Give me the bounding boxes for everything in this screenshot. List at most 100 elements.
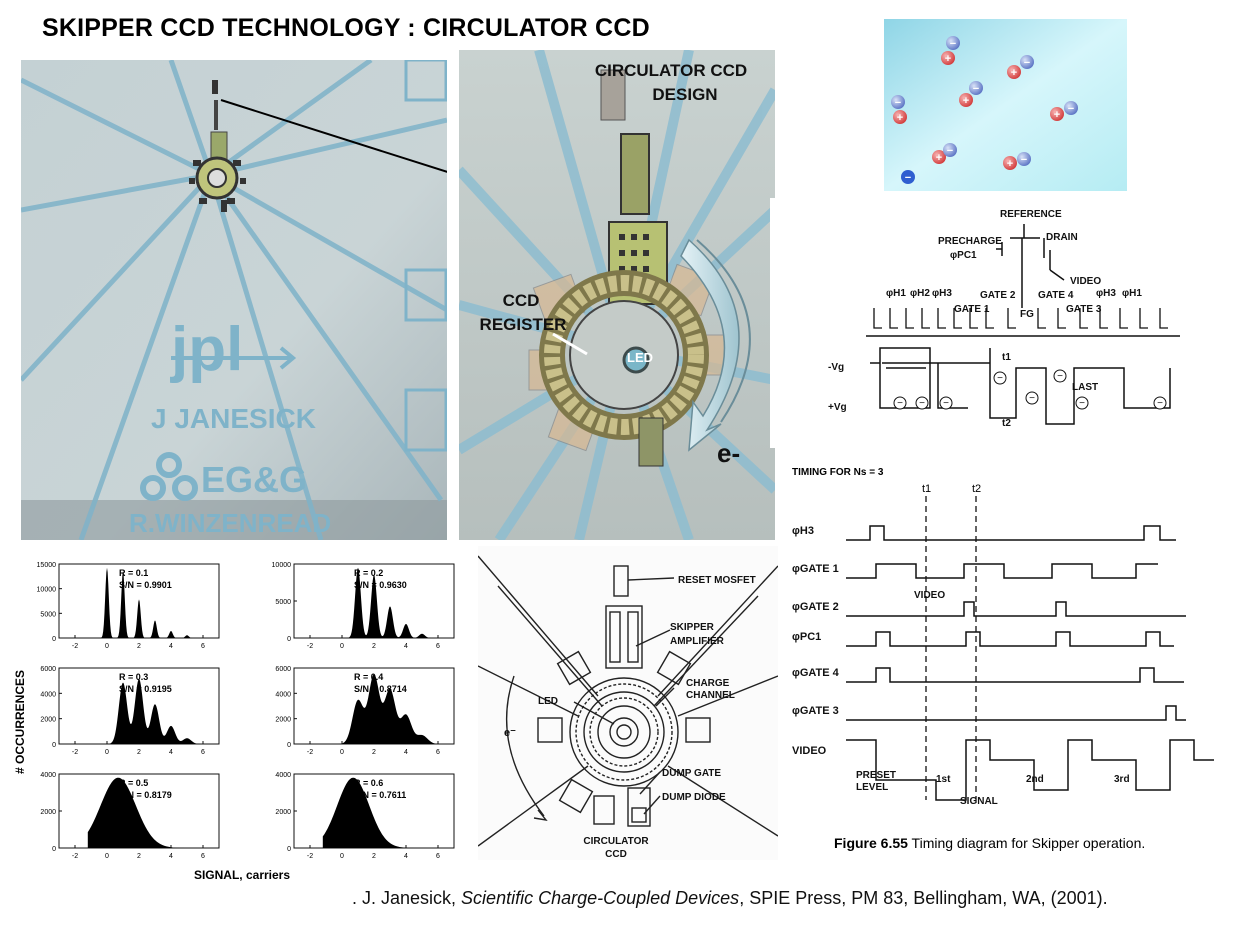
charges-illustration: + − + − + − + − + − + − + − − <box>884 19 1127 191</box>
ccd-register-label-2: REGISTER <box>480 315 567 334</box>
t2-label: t2 <box>1002 418 1011 429</box>
x-tick-label: -2 <box>307 643 313 650</box>
histogram-2: -2 0 2 4 6 10000 5000 0 R = 0.2 S/N = 0.9630 <box>272 562 455 650</box>
timing-waveform <box>846 601 1186 617</box>
x-tick-label: 0 <box>105 749 109 756</box>
gate2-label: GATE 2 <box>980 290 1016 301</box>
svg-text:+: + <box>936 152 942 164</box>
histogram-4: -2 0 2 4 6 6000 4000 2000 0 R = 0.4 S/N = 0.8714 <box>275 666 455 756</box>
y-tick-label: 0 <box>287 742 291 749</box>
histogram-sn-value: S/N = 0.8179 <box>119 790 172 800</box>
y-tick-label: 2000 <box>275 809 291 816</box>
t1-label: t1 <box>1002 352 1011 363</box>
sample-2-label: 2nd <box>1026 774 1044 785</box>
svg-text:−: − <box>950 38 956 50</box>
charge-channel-label-1: CHARGE <box>686 678 730 689</box>
company-name: EG&G <box>201 459 307 500</box>
last-label: LAST <box>1072 382 1098 393</box>
slide-title: SKIPPER CCD TECHNOLOGY : CIRCULATOR CCD <box>42 14 650 42</box>
svg-text:+: + <box>1054 109 1060 121</box>
x-tick-label: 6 <box>436 643 440 650</box>
figure-caption: Figure 6.55 Timing diagram for Skipper o… <box>834 835 1145 851</box>
x-tick-label: 2 <box>372 749 376 756</box>
timing-diagram: TIMING FOR Ns = 3 t1 t2 φH3 φGATE 1 φGATE … <box>786 460 1214 860</box>
x-tick-label: 0 <box>340 749 344 756</box>
led-label: LED <box>627 350 653 365</box>
precharge-label: PRECHARGE <box>938 236 1002 247</box>
svg-text:−: − <box>947 145 953 157</box>
phase-h3-label: φH3 <box>932 288 952 299</box>
x-tick-label: 6 <box>201 853 205 860</box>
x-tick-label: -2 <box>72 643 78 650</box>
timing-waveform <box>846 631 1174 647</box>
histogram-r-value: R = 0.3 <box>119 672 148 682</box>
timing-signal-label: φGATE 4 <box>792 667 840 679</box>
preset-label-1: PRESET <box>856 770 896 781</box>
y-tick-label: 4000 <box>40 772 56 779</box>
svg-text:+: + <box>897 112 903 124</box>
x-tick-label: 0 <box>105 853 109 860</box>
histogram-r-value: R = 0.2 <box>354 568 383 578</box>
circulator-photo: CIRCULATOR CCD DESIGN CCD REGISTER LED e… <box>459 50 775 540</box>
timing-waveform <box>846 705 1186 721</box>
citation-book: Scientific Charge-Coupled Devices <box>461 888 740 908</box>
timing-signal-label: φGATE 3 <box>792 705 839 717</box>
x-tick-label: 0 <box>340 643 344 650</box>
citation-suffix: , SPIE Press, PM 83, Bellingham, WA, (20… <box>739 888 1108 908</box>
circulator-ccd-label-2: CCD <box>605 849 627 860</box>
reset-mosfet-label: RESET MOSFET <box>678 575 756 586</box>
svg-text:−: − <box>1068 103 1074 115</box>
histogram-3: -2 0 2 4 6 6000 4000 2000 0 R = 0.3 S/N = 0.9195 <box>40 666 220 756</box>
skipper-label-1: SKIPPER <box>670 622 715 633</box>
svg-text:−: − <box>895 97 901 109</box>
reference-label: REFERENCE <box>1000 209 1062 220</box>
circulator-layout-drawing: RESET MOSFET SKIPPER AMPLIFIER CHARGE CH… <box>478 546 778 860</box>
x-tick-label: 0 <box>340 853 344 860</box>
skipper-label-2: AMPLIFIER <box>670 636 725 647</box>
histogram-r-value: R = 0.1 <box>119 568 148 578</box>
y-tick-label: 10000 <box>272 562 292 569</box>
phase-h2-label: φH2 <box>910 288 930 299</box>
y-tick-label: 0 <box>287 636 291 643</box>
x-tick-label: -2 <box>307 853 313 860</box>
y-tick-label: 2000 <box>275 717 291 724</box>
timing-signal-label: VIDEO <box>792 745 827 757</box>
x-tick-label: 2 <box>137 643 141 650</box>
gate3-label: GATE 3 <box>1066 304 1102 315</box>
timing-waveform <box>846 563 1158 579</box>
y-tick-label: 4000 <box>40 691 56 698</box>
name-winzenread: R.WINZENREAD <box>129 508 331 538</box>
gate4-label: GATE 4 <box>1038 290 1074 301</box>
svg-text:−: − <box>973 83 979 95</box>
jpl-logo: jpl <box>170 315 243 384</box>
y-tick-label: 0 <box>52 636 56 643</box>
histogram-1: -2 0 2 4 6 15000 10000 5000 0 R = 0.1 S/N = 0.9901 <box>37 562 220 650</box>
y-tick-label: 4000 <box>275 772 291 779</box>
y-tick-label: 4000 <box>275 691 291 698</box>
histogram-sn-value: S/N = 0.9195 <box>119 684 172 694</box>
timing-signal-label: φPC1 <box>792 631 821 643</box>
phase-right-h3-label: φH3 <box>1096 288 1116 299</box>
timing-signal-label: φGATE 2 <box>792 601 839 613</box>
x-tick-label: 2 <box>137 749 141 756</box>
timing-heading: TIMING FOR Ns = 3 <box>792 467 884 478</box>
histogram-sn-value: S/N = 0.9630 <box>354 580 407 590</box>
svg-text:−: − <box>1024 57 1030 69</box>
timing-waveform <box>846 525 1176 541</box>
sample-3-label: 3rd <box>1114 774 1130 785</box>
x-tick-label: 4 <box>169 643 173 650</box>
phase-h1-label: φH1 <box>886 288 906 299</box>
y-tick-label: 2000 <box>40 809 56 816</box>
electron-label: e- <box>717 438 740 468</box>
svg-text:−: − <box>905 172 911 184</box>
drain-label: DRAIN <box>1046 232 1078 243</box>
timing-waveform <box>846 667 1184 683</box>
svg-text:+: + <box>1011 67 1017 79</box>
citation-prefix: . J. Janesick, <box>352 888 462 908</box>
histogram-ylabel: # OCCURRENCES <box>14 670 27 774</box>
svg-text:−: − <box>997 373 1003 384</box>
svg-text:−: − <box>943 398 949 409</box>
x-tick-label: 0 <box>105 643 109 650</box>
svg-text:−: − <box>1029 393 1035 404</box>
gate1-label: GATE 1 <box>954 304 990 315</box>
